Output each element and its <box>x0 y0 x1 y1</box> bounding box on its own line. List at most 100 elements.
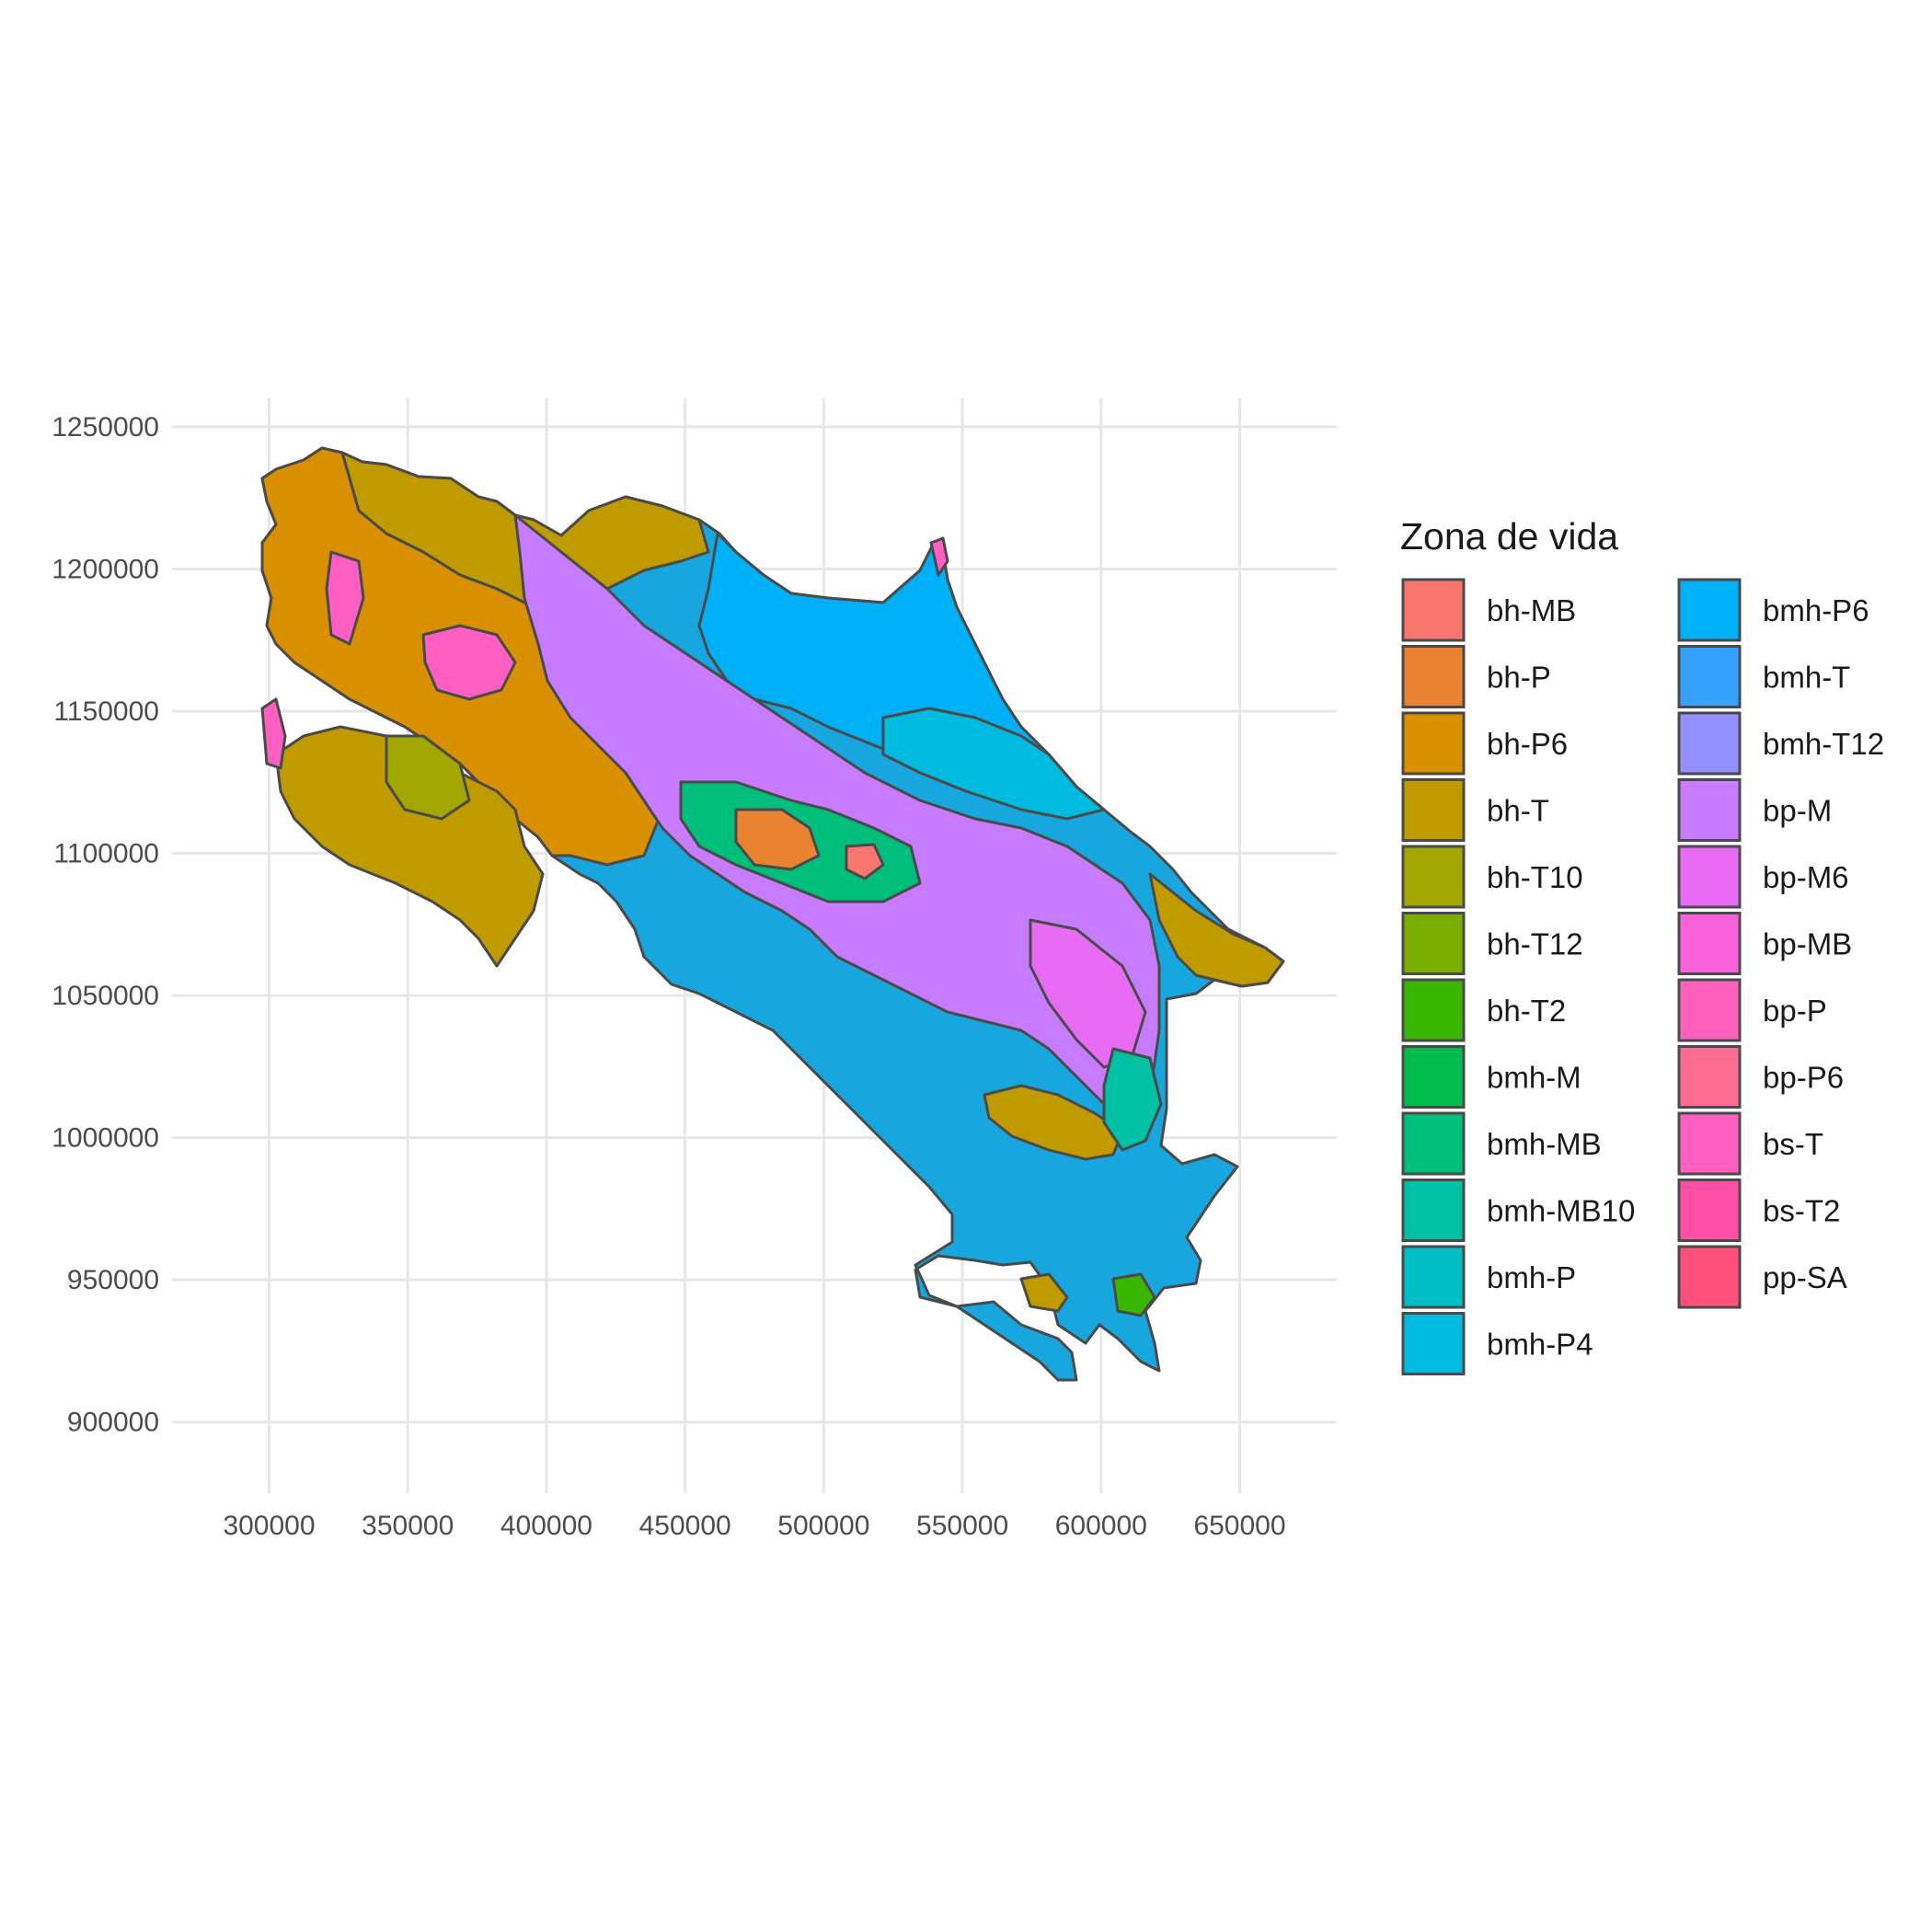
x-tick-label: 350000 <box>362 1511 454 1541</box>
legend-label: bh-T10 <box>1487 860 1583 894</box>
legend-item: bh-P <box>1401 645 1551 708</box>
legend-label: pp-SA <box>1763 1260 1847 1294</box>
legend-swatch <box>1401 1045 1466 1109</box>
legend-swatch <box>1401 845 1466 909</box>
map-region-north-pink <box>929 536 949 577</box>
legend-swatch <box>1401 1245 1466 1309</box>
legend-label: bh-P6 <box>1487 727 1568 761</box>
legend-item: bmh-T12 <box>1677 711 1884 776</box>
legend-swatch <box>1401 1179 1466 1242</box>
y-axis-ticks: 900000 950000 1000000 1050000 1100000 1150000… <box>52 412 159 1438</box>
map-region-drypatch-3 <box>260 697 287 770</box>
x-axis-ticks: 300000 350000 400000 450000 500000 550000 6000… <box>223 1511 1285 1541</box>
legend-item: bh-MB <box>1401 578 1576 642</box>
legend-item: bs-T2 <box>1677 1179 1840 1242</box>
legend-label: bp-P6 <box>1763 1061 1844 1095</box>
map-region-bh-mb <box>845 843 885 880</box>
legend-swatch <box>1677 578 1742 642</box>
legend-swatch <box>1677 978 1742 1042</box>
legend-item: bmh-P <box>1401 1245 1576 1309</box>
legend-title: Zona de vida <box>1400 515 1618 558</box>
legend-item: bp-P6 <box>1677 1045 1844 1109</box>
legend-item: bp-P <box>1677 978 1827 1042</box>
y-tick-label: 1100000 <box>53 839 159 869</box>
x-tick-label: 450000 <box>639 1511 731 1541</box>
legend-item: pp-SA <box>1677 1245 1847 1309</box>
legend-label: bs-T2 <box>1763 1194 1840 1228</box>
legend-item: bh-P6 <box>1401 711 1568 776</box>
map-region-south-t2 <box>1111 1272 1156 1317</box>
legend-label: bh-T <box>1487 794 1549 828</box>
y-tick-label: 1200000 <box>52 554 159 584</box>
legend-swatch <box>1677 1245 1742 1309</box>
legend-label: bmh-P4 <box>1487 1328 1593 1362</box>
legend-swatch <box>1677 1045 1742 1109</box>
map-region-limon-bh <box>1148 872 1285 988</box>
legend-swatch <box>1677 1111 1742 1176</box>
map-region-south-bh <box>983 1084 1124 1161</box>
x-tick-label: 600000 <box>1055 1511 1147 1541</box>
x-tick-label: 500000 <box>777 1511 869 1541</box>
legend-item: bmh-M <box>1401 1045 1581 1109</box>
map-region-bh-p <box>734 808 821 871</box>
legend-item: bh-T12 <box>1401 912 1583 975</box>
legend-swatch <box>1401 711 1466 776</box>
legend-label: bmh-T12 <box>1763 727 1884 761</box>
legend-label: bp-M6 <box>1763 860 1849 894</box>
map-region-drypatch-2 <box>325 550 365 646</box>
map-region-south-osa <box>1019 1272 1069 1313</box>
costa-rica-map <box>260 446 1285 1382</box>
legend-item: bmh-MB10 <box>1401 1179 1635 1242</box>
legend-swatch <box>1401 578 1466 642</box>
x-tick-label: 550000 <box>916 1511 1008 1541</box>
legend-item: bh-T10 <box>1401 845 1583 909</box>
legend-swatch <box>1677 912 1742 975</box>
legend-entries: bh-MB bh-P bh-P6 bh-T bh-T10 bh-T12 bh-T2 bmh-M… <box>1401 578 1884 1375</box>
x-tick-label: 650000 <box>1193 1511 1285 1541</box>
y-tick-label: 1250000 <box>52 412 159 443</box>
legend-swatch <box>1677 1179 1742 1242</box>
legend-label: bs-T <box>1763 1127 1823 1161</box>
legend-label: bmh-P <box>1487 1260 1576 1294</box>
legend-item: bmh-T <box>1677 645 1850 708</box>
legend-swatch <box>1401 645 1466 708</box>
legend-item: bmh-P6 <box>1677 578 1869 642</box>
legend-label: bp-M <box>1763 794 1832 828</box>
legend-item: bmh-MB <box>1401 1111 1602 1176</box>
legend-label: bh-MB <box>1487 593 1576 627</box>
y-tick-label: 1150000 <box>53 696 159 727</box>
legend-item: bh-T <box>1401 778 1549 842</box>
map-region-talamanca-bmh <box>1102 1047 1163 1152</box>
legend-swatch <box>1677 845 1742 909</box>
map-region-nicoya-t10 <box>385 734 471 821</box>
legend-label: bmh-T <box>1763 661 1850 695</box>
legend-label: bmh-MB <box>1487 1127 1602 1161</box>
y-tick-label: 1050000 <box>52 981 159 1011</box>
legend-swatch <box>1677 711 1742 776</box>
legend-label: bmh-MB10 <box>1487 1194 1635 1228</box>
legend-label: bmh-M <box>1487 1061 1581 1095</box>
legend-label: bh-T12 <box>1487 927 1583 961</box>
legend-item: bp-MB <box>1677 912 1852 975</box>
legend-label: bp-P <box>1763 994 1827 1028</box>
legend-swatch <box>1401 1111 1466 1176</box>
x-tick-label: 400000 <box>500 1511 592 1541</box>
legend-label: bh-T2 <box>1487 994 1566 1028</box>
y-tick-label: 1000000 <box>52 1123 159 1154</box>
legend-item: bs-T <box>1677 1111 1823 1176</box>
y-tick-label: 950000 <box>67 1265 159 1295</box>
map-region-caribbean-p4 <box>881 707 1106 821</box>
legend-label: bh-P <box>1487 661 1551 695</box>
legend-swatch <box>1401 912 1466 975</box>
legend-item: bp-M6 <box>1677 845 1849 909</box>
y-tick-label: 900000 <box>67 1408 159 1438</box>
legend-label: bp-MB <box>1763 927 1852 961</box>
x-tick-label: 300000 <box>223 1511 315 1541</box>
legend: Zona de vida bh-MBbh-Pbh-P6bh-Tbh-T10bh-… <box>1400 515 1884 1375</box>
legend-item: bh-T2 <box>1401 978 1566 1042</box>
legend-swatch <box>1401 778 1466 842</box>
legend-swatch <box>1401 1312 1466 1375</box>
legend-swatch <box>1677 778 1742 842</box>
legend-swatch <box>1677 645 1742 708</box>
